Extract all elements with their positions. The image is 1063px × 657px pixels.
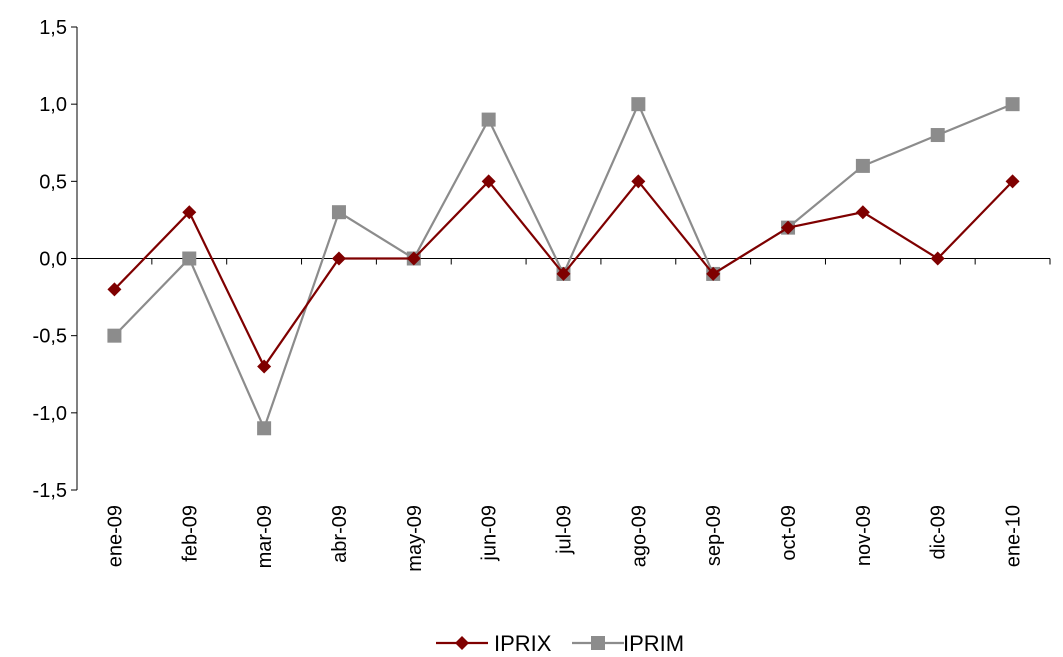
x-tick-label: abr-09 — [329, 505, 351, 563]
x-tick-label: nov-09 — [853, 505, 875, 566]
data-point — [331, 251, 346, 266]
y-tick-label: -0,5 — [33, 326, 67, 348]
series-iprim — [107, 97, 1020, 436]
data-point — [107, 328, 122, 343]
legend: IPRIX IPRIM — [436, 631, 684, 656]
axes: -1,5 -1,0 -0,5 0,0 0,5 1,0 1,5 ene-09 feb-09 mar-… — [33, 17, 1051, 572]
x-tick-label: mar-09 — [254, 505, 276, 568]
data-point — [930, 251, 945, 266]
x-tick-label: ene-10 — [1003, 505, 1025, 567]
data-point — [257, 421, 272, 436]
data-point — [631, 97, 646, 112]
data-point — [855, 205, 870, 220]
data-point — [331, 205, 346, 220]
y-tick-label: 0,5 — [39, 171, 67, 193]
x-tick-label: may-09 — [404, 505, 426, 572]
y-tick-label: 0,0 — [39, 249, 67, 271]
data-point — [1005, 174, 1020, 189]
x-tick-label: jul-09 — [554, 505, 576, 555]
data-point — [481, 174, 496, 189]
y-tick-label: -1,0 — [33, 403, 67, 425]
x-tick-label: sep-09 — [703, 505, 725, 566]
y-tick-label: 1,5 — [39, 17, 67, 39]
data-point — [481, 112, 496, 127]
legend-marker — [591, 636, 605, 650]
legend-item-iprim: IPRIM — [572, 631, 684, 656]
data-point — [556, 266, 571, 281]
data-point — [706, 266, 721, 281]
legend-item-iprix: IPRIX — [436, 631, 552, 656]
y-tick-label: 1,0 — [39, 94, 67, 116]
data-point — [781, 220, 796, 235]
data-point — [182, 251, 197, 266]
legend-label: IPRIM — [623, 631, 684, 656]
y-tick-label: -1,5 — [33, 480, 67, 502]
series-line — [113, 101, 1013, 432]
data-point — [930, 128, 945, 143]
data-point — [107, 282, 122, 297]
data-point — [182, 205, 197, 220]
x-tick-label: ene-09 — [104, 505, 126, 567]
data-point — [406, 251, 421, 266]
x-tick-label: dic-09 — [928, 505, 950, 559]
x-tick-label: ago-09 — [628, 505, 650, 567]
legend-marker — [455, 636, 469, 650]
legend-label: IPRIX — [494, 631, 552, 656]
x-tick-label: jun-09 — [479, 505, 501, 562]
data-point — [631, 174, 646, 189]
series-layer — [107, 97, 1020, 436]
data-point — [257, 359, 272, 374]
x-tick-label: oct-09 — [778, 505, 800, 561]
series-iprix — [107, 174, 1020, 374]
x-tick-label: feb-09 — [179, 505, 201, 562]
data-point — [1005, 97, 1020, 112]
data-point — [855, 158, 870, 173]
